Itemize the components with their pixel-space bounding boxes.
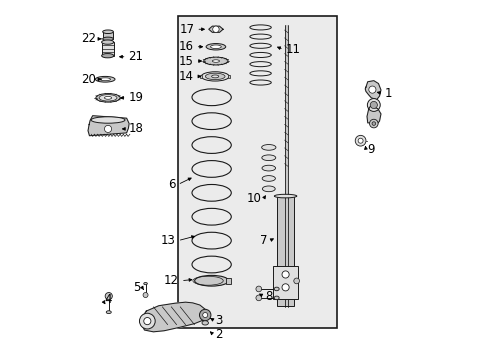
- Bar: [284, 24, 287, 307]
- Ellipse shape: [104, 96, 111, 99]
- Ellipse shape: [205, 44, 225, 50]
- Bar: [200, 75, 202, 78]
- Circle shape: [104, 125, 111, 132]
- Text: 4: 4: [104, 293, 111, 306]
- Ellipse shape: [201, 72, 229, 81]
- Text: 13: 13: [161, 234, 176, 247]
- Text: 10: 10: [246, 193, 261, 206]
- Ellipse shape: [99, 95, 117, 101]
- Text: 9: 9: [367, 143, 374, 156]
- Text: 5: 5: [133, 281, 140, 294]
- Circle shape: [212, 26, 219, 32]
- Bar: [102, 32, 113, 39]
- Circle shape: [203, 312, 207, 318]
- Bar: [272, 266, 298, 298]
- Ellipse shape: [262, 176, 275, 181]
- Ellipse shape: [194, 275, 228, 286]
- Text: 11: 11: [285, 43, 300, 56]
- Circle shape: [143, 318, 151, 325]
- Ellipse shape: [102, 54, 114, 58]
- Text: 3: 3: [215, 314, 222, 327]
- Text: 20: 20: [81, 73, 96, 86]
- Circle shape: [255, 295, 261, 301]
- Text: 17: 17: [179, 23, 194, 36]
- Ellipse shape: [95, 76, 115, 82]
- Ellipse shape: [205, 73, 224, 80]
- Ellipse shape: [211, 75, 218, 78]
- Ellipse shape: [203, 57, 227, 65]
- Text: 21: 21: [128, 50, 143, 63]
- Circle shape: [369, 102, 377, 109]
- Ellipse shape: [96, 94, 120, 102]
- Circle shape: [282, 271, 288, 278]
- Polygon shape: [208, 26, 223, 32]
- Text: 8: 8: [264, 289, 272, 303]
- Circle shape: [199, 309, 210, 321]
- Text: 12: 12: [164, 274, 179, 287]
- Text: 2: 2: [215, 328, 222, 341]
- Text: 19: 19: [128, 91, 143, 104]
- Circle shape: [139, 313, 155, 329]
- Circle shape: [282, 284, 288, 291]
- Text: 18: 18: [128, 122, 143, 135]
- Bar: [225, 278, 230, 284]
- Bar: [227, 75, 230, 78]
- Circle shape: [368, 86, 375, 93]
- Polygon shape: [88, 116, 129, 136]
- Bar: [178, 16, 337, 328]
- Text: 6: 6: [168, 178, 176, 191]
- Ellipse shape: [261, 144, 275, 150]
- Ellipse shape: [100, 78, 110, 81]
- Polygon shape: [365, 81, 380, 100]
- Text: 22: 22: [81, 32, 96, 45]
- Ellipse shape: [274, 194, 296, 198]
- Ellipse shape: [212, 60, 219, 62]
- Text: 15: 15: [179, 55, 193, 68]
- Text: 1: 1: [384, 87, 391, 100]
- Ellipse shape: [91, 117, 125, 123]
- Circle shape: [366, 99, 380, 111]
- Ellipse shape: [261, 155, 275, 161]
- Ellipse shape: [262, 186, 275, 192]
- Ellipse shape: [274, 296, 279, 300]
- Circle shape: [371, 122, 375, 125]
- Circle shape: [293, 278, 299, 284]
- Circle shape: [357, 138, 363, 143]
- Polygon shape: [366, 107, 380, 125]
- Ellipse shape: [102, 37, 113, 41]
- Bar: [102, 42, 114, 56]
- Ellipse shape: [102, 30, 113, 33]
- Circle shape: [143, 293, 148, 297]
- Text: 16: 16: [179, 40, 193, 53]
- Ellipse shape: [274, 287, 279, 291]
- Bar: [276, 196, 294, 306]
- Text: 7: 7: [260, 234, 267, 247]
- Circle shape: [369, 119, 377, 128]
- Text: 14: 14: [179, 70, 193, 83]
- Ellipse shape: [102, 40, 114, 44]
- Ellipse shape: [143, 283, 147, 285]
- Circle shape: [255, 286, 261, 292]
- Ellipse shape: [202, 321, 208, 325]
- Polygon shape: [141, 302, 205, 332]
- Circle shape: [354, 135, 365, 146]
- Circle shape: [105, 293, 112, 300]
- Ellipse shape: [210, 45, 221, 49]
- Ellipse shape: [106, 311, 111, 314]
- Ellipse shape: [262, 165, 275, 171]
